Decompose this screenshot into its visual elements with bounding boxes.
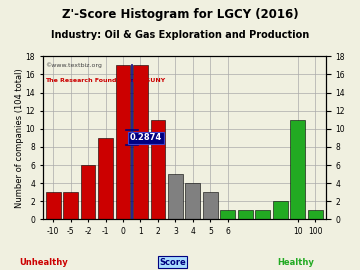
Bar: [168, 174, 183, 220]
Bar: [255, 210, 270, 220]
Bar: [81, 165, 95, 220]
Bar: [273, 201, 288, 220]
Bar: [98, 138, 113, 220]
Text: Healthy: Healthy: [277, 258, 314, 266]
Text: Score: Score: [159, 258, 186, 266]
Text: ©www.textbiz.org: ©www.textbiz.org: [45, 63, 102, 69]
Bar: [133, 65, 148, 220]
Y-axis label: Number of companies (104 total): Number of companies (104 total): [15, 68, 24, 208]
Text: Unhealthy: Unhealthy: [19, 258, 68, 266]
Text: Z'-Score Histogram for LGCY (2016): Z'-Score Histogram for LGCY (2016): [62, 8, 298, 21]
Bar: [116, 65, 130, 220]
Bar: [203, 192, 218, 220]
Bar: [46, 192, 60, 220]
Text: The Research Foundation of SUNY: The Research Foundation of SUNY: [45, 77, 166, 83]
Bar: [185, 183, 200, 220]
Text: Industry: Oil & Gas Exploration and Production: Industry: Oil & Gas Exploration and Prod…: [51, 30, 309, 40]
Bar: [290, 120, 305, 220]
Bar: [150, 120, 165, 220]
Bar: [308, 210, 323, 220]
Bar: [238, 210, 253, 220]
Text: 0.2874: 0.2874: [130, 133, 162, 142]
Bar: [220, 210, 235, 220]
Bar: [63, 192, 78, 220]
